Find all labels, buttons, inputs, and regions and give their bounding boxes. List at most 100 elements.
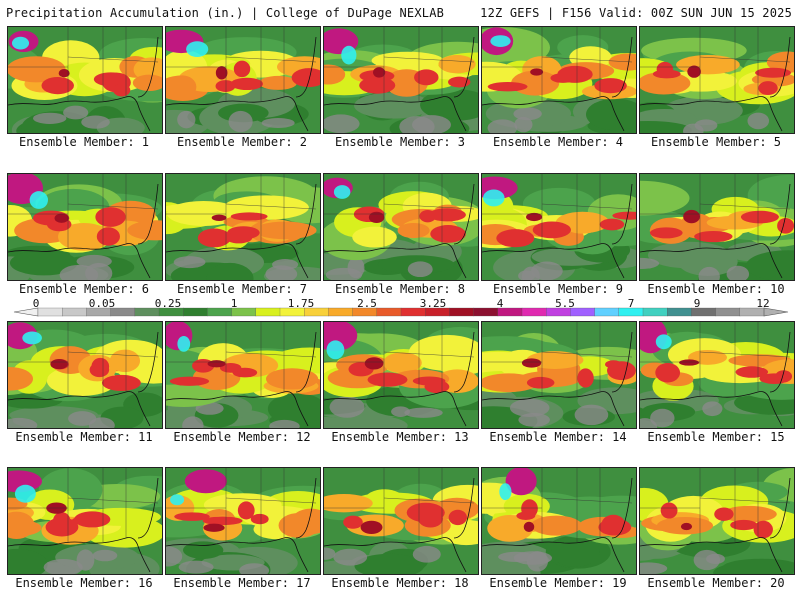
state-borders xyxy=(640,27,791,102)
coastline xyxy=(324,331,475,427)
ensemble-member-label: Ensemble Member: 4 xyxy=(492,135,624,149)
colorbar-tick-label: 0.05 xyxy=(88,297,116,310)
map-title: Precipitation Accumulation (in.) | Colle… xyxy=(6,6,445,20)
colorbar-swatch xyxy=(642,307,668,317)
ensemble-member-label: Ensemble Member: 17 xyxy=(173,576,311,590)
precipitation-field xyxy=(324,322,478,428)
ensemble-member-label: Ensemble Member: 5 xyxy=(650,135,782,149)
ensemble-member-16-map xyxy=(7,467,163,575)
ensemble-member-15-map xyxy=(639,321,795,429)
precipitation-field xyxy=(8,174,162,280)
state-borders xyxy=(166,468,317,543)
ensemble-member-1-map xyxy=(7,26,163,134)
precipitation-field xyxy=(640,322,794,428)
precipitation-field xyxy=(482,27,636,133)
precipitation-field xyxy=(166,468,320,574)
precipitation-field xyxy=(324,27,478,133)
ensemble-member-label: Ensemble Member: 11 xyxy=(15,430,153,444)
ensemble-member-label: Ensemble Member: 9 xyxy=(492,282,624,296)
ensemble-member-label: Ensemble Member: 12 xyxy=(173,430,311,444)
colorbar-swatch xyxy=(594,307,620,317)
coastline xyxy=(640,331,791,427)
colorbar-swatch xyxy=(473,307,499,317)
model-run-info: 12Z GEFS | F156 Valid: 00Z SUN JUN 15 20… xyxy=(480,6,792,20)
ensemble-member-14-map xyxy=(481,321,637,429)
state-borders xyxy=(640,468,791,543)
colorbar-tick-label: 1 xyxy=(230,297,238,310)
precipitation-field xyxy=(8,468,162,574)
ensemble-member-4-map xyxy=(481,26,637,134)
coastline xyxy=(482,477,633,573)
state-borders xyxy=(324,322,475,397)
ensemble-member-8-map xyxy=(323,173,479,281)
colorbar-swatch xyxy=(521,307,547,317)
precipitation-field xyxy=(8,322,162,428)
colorbar-tick-label: 5.5 xyxy=(555,297,575,310)
state-borders xyxy=(166,27,317,102)
ensemble-member-3-map xyxy=(323,26,479,134)
ensemble-member-13-map xyxy=(323,321,479,429)
state-borders xyxy=(8,27,159,102)
coastline xyxy=(324,183,475,279)
colorbar-swatch xyxy=(62,307,87,317)
ensemble-member-19-map xyxy=(481,467,637,575)
precipitation-field xyxy=(482,468,636,574)
colorbar-swatch xyxy=(255,307,281,317)
precipitation-field xyxy=(166,174,320,280)
state-borders xyxy=(324,174,475,249)
coastline xyxy=(166,183,317,279)
state-borders xyxy=(166,174,317,249)
colorbar-swatch xyxy=(376,307,402,317)
ensemble-member-20-map xyxy=(639,467,795,575)
ensemble-member-10-map xyxy=(639,173,795,281)
precipitation-field xyxy=(640,174,794,280)
state-borders xyxy=(482,27,633,102)
ensemble-member-label: Ensemble Member: 20 xyxy=(647,576,785,590)
ensemble-member-label: Ensemble Member: 8 xyxy=(334,282,466,296)
colorbar-tick-label: 0 xyxy=(32,297,40,310)
coastline xyxy=(8,331,159,427)
colorbar-swatch xyxy=(207,307,233,317)
precipitation-field xyxy=(166,27,320,133)
coastline xyxy=(482,331,633,427)
precipitation-field xyxy=(640,468,794,574)
ensemble-member-label: Ensemble Member: 15 xyxy=(647,430,785,444)
coastline xyxy=(482,36,633,132)
colorbar-tick-label: 1.75 xyxy=(287,297,315,310)
state-borders xyxy=(640,174,791,249)
ensemble-member-2-map xyxy=(165,26,321,134)
colorbar-tick-label: 2.5 xyxy=(357,297,377,310)
colorbar-tick-label: 9 xyxy=(693,297,701,310)
ensemble-member-label: Ensemble Member: 18 xyxy=(331,576,469,590)
ensemble-member-7-map xyxy=(165,173,321,281)
state-borders xyxy=(640,322,791,397)
colorbar-tick-label: 7 xyxy=(627,297,635,310)
state-borders xyxy=(8,322,159,397)
ensemble-member-label: Ensemble Member: 13 xyxy=(331,430,469,444)
state-borders xyxy=(324,27,475,102)
coastline xyxy=(166,331,317,427)
state-borders xyxy=(482,322,633,397)
colorbar-tick-label: 0.25 xyxy=(154,297,182,310)
ensemble-member-label: Ensemble Member: 7 xyxy=(176,282,308,296)
ensemble-member-5-map xyxy=(639,26,795,134)
ensemble-member-label: Ensemble Member: 14 xyxy=(489,430,627,444)
ensemble-member-label: Ensemble Member: 16 xyxy=(15,576,153,590)
state-borders xyxy=(8,174,159,249)
ensemble-member-6-map xyxy=(7,173,163,281)
state-borders xyxy=(482,174,633,249)
precipitation-field xyxy=(8,27,162,133)
precipitation-field xyxy=(482,322,636,428)
coastline xyxy=(640,183,791,279)
state-borders xyxy=(482,468,633,543)
ensemble-member-12-map xyxy=(165,321,321,429)
ensemble-member-label: Ensemble Member: 3 xyxy=(334,135,466,149)
coastline xyxy=(166,477,317,573)
ensemble-member-9-map xyxy=(481,173,637,281)
precipitation-field xyxy=(324,468,478,574)
state-borders xyxy=(166,322,317,397)
colorbar-max-arrow xyxy=(763,307,789,317)
colorbar-swatch xyxy=(328,307,354,317)
precipitation-field xyxy=(640,27,794,133)
colorbar-swatch xyxy=(715,307,741,317)
